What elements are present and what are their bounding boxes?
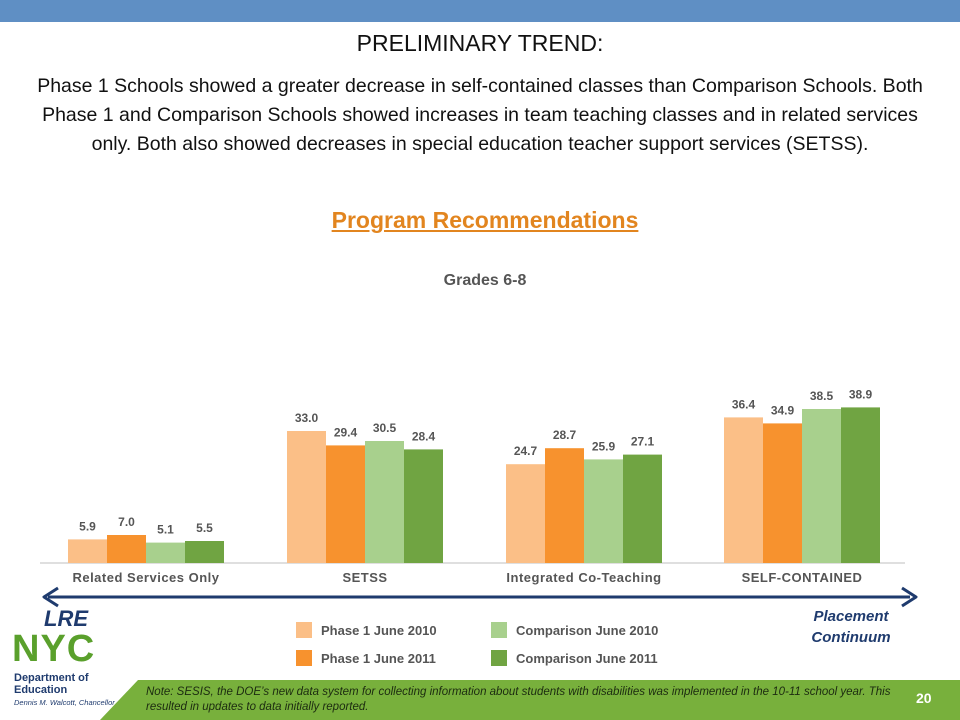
bar xyxy=(287,431,326,563)
legend-item-comparison-2010: Comparison June 2010 xyxy=(491,621,658,639)
bar xyxy=(763,423,802,563)
legend-item-phase1-2011: Phase 1 June 2011 xyxy=(296,649,436,667)
data-label: 24.7 xyxy=(514,444,538,458)
legend-label: Comparison June 2010 xyxy=(516,622,659,638)
placement-continuum-label: Placement Continuum xyxy=(811,608,891,646)
section-title: Program Recommendations xyxy=(331,207,639,233)
legend-swatch xyxy=(296,622,312,638)
arrow-right-icon xyxy=(901,586,918,608)
data-label: 28.7 xyxy=(553,428,577,442)
chart-title: Grades 6-8 xyxy=(443,272,527,289)
bar xyxy=(623,454,662,563)
bar xyxy=(365,441,404,563)
legend-swatch xyxy=(491,650,507,666)
arrow-left-icon xyxy=(42,586,59,608)
logo-nyc-text: NYC xyxy=(12,628,96,670)
data-label: 5.9 xyxy=(79,519,96,533)
nyc-doe-logo: NYC Department of Education Dennis M. Wa… xyxy=(10,628,128,720)
legend-item-comparison-2011: Comparison June 2011 xyxy=(491,649,658,667)
bar xyxy=(404,449,443,563)
lre-label: LRE xyxy=(44,606,88,631)
data-label: 38.5 xyxy=(810,389,834,403)
bar xyxy=(146,542,185,563)
slide-heading: PRELIMINARY TREND: xyxy=(356,30,604,56)
footnote: Note: SESIS, the DOE’s new data system f… xyxy=(146,686,891,713)
logo-dept-line2: Education xyxy=(14,684,68,696)
data-label: 30.5 xyxy=(373,421,397,435)
bar xyxy=(506,464,545,563)
legend-label: Comparison June 2011 xyxy=(516,650,658,666)
bar xyxy=(802,409,841,563)
category-label: SELF-CONTAINED xyxy=(742,570,863,585)
bar xyxy=(185,541,224,563)
category-label: SETSS xyxy=(342,570,387,585)
legend-label: Phase 1 June 2011 xyxy=(321,650,436,666)
page-number: 20 xyxy=(916,690,932,706)
data-label: 34.9 xyxy=(771,403,795,417)
bar xyxy=(326,445,365,563)
data-label: 38.9 xyxy=(849,387,873,401)
data-label: 27.1 xyxy=(631,435,655,449)
bar xyxy=(107,535,146,563)
bar xyxy=(545,448,584,563)
data-label: 7.0 xyxy=(118,515,135,529)
category-label: Integrated Co-Teaching xyxy=(506,570,661,585)
legend-item-phase1-2010: Phase 1 June 2010 xyxy=(296,621,437,639)
logo-dept-line1: Department of xyxy=(14,672,89,684)
top-bar xyxy=(0,0,960,22)
summary-text: Phase 1 Schools showed a greater decreas… xyxy=(37,75,923,155)
data-label: 36.4 xyxy=(732,397,756,411)
logo-department-text: Department of Education xyxy=(14,672,89,696)
bar xyxy=(724,417,763,563)
legend-swatch xyxy=(491,622,507,638)
legend-label: Phase 1 June 2010 xyxy=(321,622,437,638)
legend-swatch xyxy=(296,650,312,666)
data-label: 28.4 xyxy=(412,429,436,443)
data-label: 5.1 xyxy=(157,523,174,537)
bar xyxy=(68,539,107,563)
logo-chancellor-text: Dennis M. Walcott, Chancellor xyxy=(14,698,115,707)
data-label: 29.4 xyxy=(334,425,358,439)
data-label: 33.0 xyxy=(295,411,319,425)
category-label: Related Services Only xyxy=(72,570,219,585)
bar xyxy=(841,407,880,563)
data-label: 5.5 xyxy=(196,521,213,535)
data-label: 25.9 xyxy=(592,439,616,453)
bar xyxy=(584,459,623,563)
